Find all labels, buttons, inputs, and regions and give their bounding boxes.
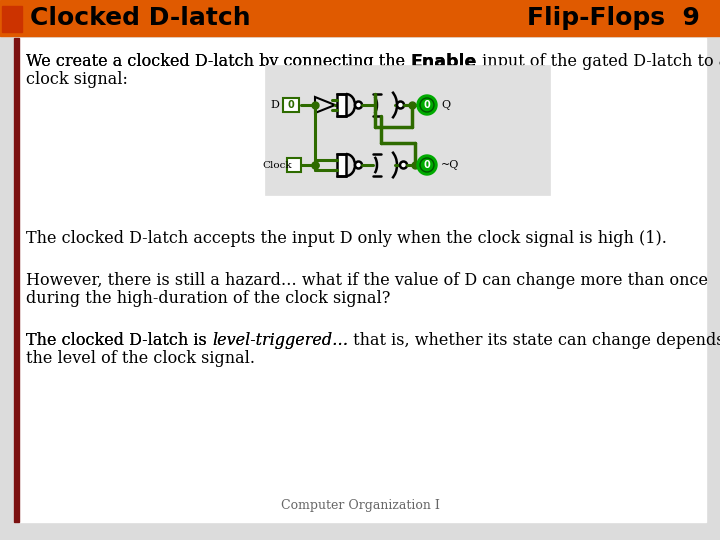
Text: that is, whether its state can change depends on: that is, whether its state can change de…: [348, 332, 720, 349]
Text: ~Q: ~Q: [441, 160, 459, 170]
Text: Flip-Flops  9: Flip-Flops 9: [527, 6, 700, 30]
Bar: [283, 98, 299, 112]
Text: The clocked D-latch is: The clocked D-latch is: [26, 332, 212, 349]
Bar: [2, 6, 22, 32]
Bar: [14, 38, 706, 522]
Circle shape: [420, 158, 434, 172]
Text: 0: 0: [287, 100, 294, 110]
Text: 0: 0: [423, 160, 431, 170]
Text: level-triggered…: level-triggered…: [212, 332, 348, 349]
Circle shape: [355, 161, 362, 168]
Circle shape: [355, 102, 362, 109]
Circle shape: [417, 95, 437, 115]
Bar: [265, 65, 550, 195]
Circle shape: [417, 155, 437, 175]
Bar: [287, 158, 301, 172]
Text: 0: 0: [423, 100, 431, 110]
Text: Clock: Clock: [262, 160, 292, 170]
Bar: [337, 154, 346, 176]
Bar: [14, 38, 19, 522]
Circle shape: [400, 161, 407, 168]
Text: Enable: Enable: [410, 53, 477, 71]
Text: level-triggered…: level-triggered…: [212, 332, 348, 349]
Text: We create a clocked D-latch by connecting the: We create a clocked D-latch by connectin…: [26, 53, 410, 70]
Text: D: D: [270, 100, 279, 110]
Circle shape: [397, 102, 404, 109]
Text: The clocked D-latch accepts the input D only when the clock signal is high (1).: The clocked D-latch accepts the input D …: [26, 230, 667, 247]
Text: However, there is still a hazard… what if the value of D can change more than on: However, there is still a hazard… what i…: [26, 272, 708, 289]
Text: Computer Organization I: Computer Organization I: [281, 499, 439, 512]
Text: We create a clocked D-latch by connecting the: We create a clocked D-latch by connectin…: [26, 53, 410, 70]
Text: the level of the clock signal.: the level of the clock signal.: [26, 350, 255, 367]
Circle shape: [420, 98, 434, 112]
Bar: [0, 0, 720, 36]
Text: The clocked D-latch is: The clocked D-latch is: [26, 332, 212, 349]
Text: Q: Q: [441, 100, 450, 110]
Text: Clocked D-latch: Clocked D-latch: [30, 6, 251, 30]
Text: input of the gated D-latch to a: input of the gated D-latch to a: [477, 53, 720, 70]
Text: during the high-duration of the clock signal?: during the high-duration of the clock si…: [26, 290, 390, 307]
Text: Enable: Enable: [410, 53, 477, 71]
Bar: [337, 94, 346, 116]
Text: clock signal:: clock signal:: [26, 71, 128, 88]
